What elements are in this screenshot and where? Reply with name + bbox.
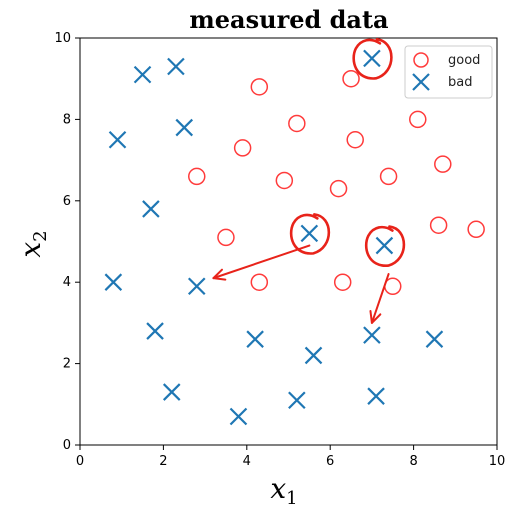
x-tick-label: 6 [326,454,334,469]
legend-good-label: good [448,53,480,68]
series-bad [104,49,444,426]
good-point [379,167,398,186]
bad-point [363,326,381,344]
bad-point-stroke [363,326,381,344]
chart-title: measured data [189,5,388,34]
good-point [409,110,427,129]
bad-point [300,224,319,243]
y-axis-ticks: 0 2 4 6 8 10 [54,31,80,453]
good-point [233,139,252,157]
legend-good-marker [413,52,429,68]
legend-bad-label: bad [448,75,472,90]
x-tick-label: 2 [159,454,167,469]
bad-point [175,118,194,137]
annotation-arrow-shaft [212,244,311,280]
plot-frame [79,37,498,446]
y-tick-label: 2 [63,357,71,372]
annotation-arrow-head [369,309,382,324]
bad-point-stroke [175,118,194,137]
bad-point-stroke [300,224,319,243]
bad-point-stroke [133,65,152,84]
highlight-circle [289,213,330,255]
bad-point [229,407,248,426]
y-tick-label: 0 [63,438,71,453]
bad-point-stroke [167,57,185,76]
bad-point [425,330,444,348]
good-point [288,114,306,133]
plot-border [79,37,498,446]
good-point [434,155,452,173]
good-point [250,78,269,96]
series-good [188,69,485,296]
bad-point [104,273,123,291]
good-point [346,131,364,149]
legend-box [404,45,493,99]
bad-point-stroke [229,407,248,426]
y-axis-label: x2 [14,230,51,257]
highlight-circle [364,225,406,267]
bad-point [363,49,381,68]
good-point [275,171,294,190]
bad-point [162,383,181,401]
y-tick-label: 10 [54,31,71,46]
good-point [217,228,235,247]
bad-point-stroke [246,330,264,348]
bad-point-stroke [367,387,385,405]
legend: good bad [404,45,493,99]
bad-point [187,277,206,296]
y-tick-label: 8 [63,112,71,127]
bad-point-stroke [146,322,164,340]
bad-point-stroke [104,273,123,291]
bad-point [146,322,164,340]
x-axis-ticks: 0 2 4 6 8 10 [76,445,505,469]
bad-point-stroke [108,130,127,149]
bad-point-stroke [187,277,206,296]
x-tick-label: 8 [409,454,417,469]
good-point [467,220,485,239]
y-tick-label: 6 [63,194,71,209]
good-point [329,179,348,198]
bad-point-stroke [162,383,181,401]
bad-point-stroke [425,330,444,348]
x-tick-label: 10 [489,454,506,469]
annotations [212,38,406,324]
bad-point [142,200,160,218]
x-axis-label: x1 [270,472,297,509]
bad-point [367,387,385,405]
bad-point [304,346,323,365]
good-point [333,273,352,291]
bad-point-stroke [288,391,306,410]
legend-bad-marker [412,73,430,91]
bad-point-stroke [363,49,381,68]
bad-point-stroke [304,346,323,365]
good-point [250,273,269,291]
bad-point [167,57,185,76]
highlight-circle [352,38,393,80]
bad-point [133,65,152,84]
bad-point [288,391,306,410]
bad-point [246,330,264,348]
x-tick-label: 0 [76,454,84,469]
good-point [342,69,360,88]
bad-point-stroke [375,236,394,255]
bad-point [108,130,127,149]
y-tick-label: 4 [63,275,71,290]
annotation-arrow-head [212,268,227,281]
bad-point [375,236,394,255]
annotation-arrow-shaft [370,273,390,324]
bad-point-stroke [142,200,160,218]
x-tick-label: 4 [243,454,251,469]
good-point [429,216,448,234]
good-point [188,167,206,186]
